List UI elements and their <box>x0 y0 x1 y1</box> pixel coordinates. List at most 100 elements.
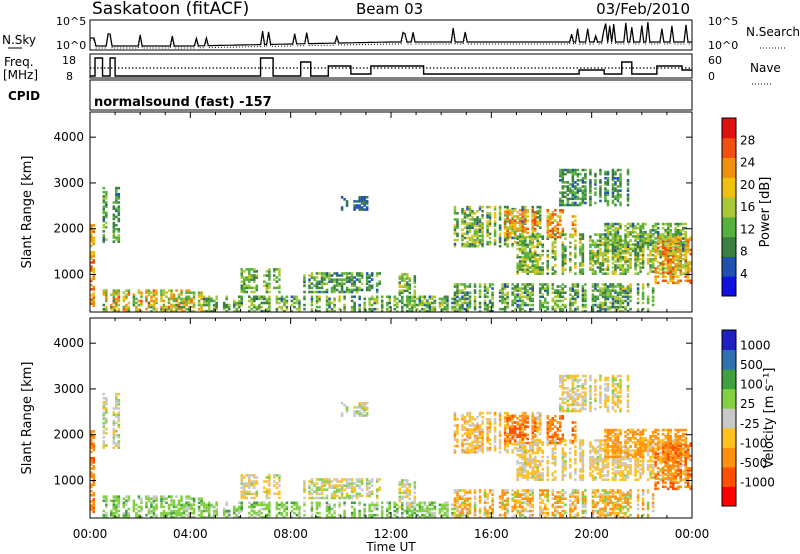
power-cell <box>551 268 555 271</box>
power-cell <box>152 303 156 307</box>
power-cell <box>491 309 494 313</box>
power-colorbar-swatch <box>722 197 736 218</box>
power-cell <box>132 303 136 307</box>
power-cell <box>498 216 502 219</box>
power-cell <box>591 289 595 292</box>
velocity-cell <box>365 488 369 492</box>
power-cell <box>671 279 675 283</box>
velocity-cell <box>355 406 359 409</box>
power-cell <box>551 249 555 253</box>
power-cell <box>478 218 482 221</box>
power-cell <box>533 237 537 240</box>
velocity-cell <box>471 432 474 435</box>
power-cell <box>609 226 612 230</box>
velocity-cell <box>456 424 459 427</box>
power-cell <box>601 272 605 275</box>
power-cell <box>604 297 607 301</box>
power-cell <box>102 289 106 292</box>
power-cell <box>308 284 311 288</box>
velocity-cell <box>323 480 326 483</box>
power-cell <box>478 230 482 234</box>
velocity-cell <box>478 446 482 450</box>
power-cell <box>616 258 620 261</box>
velocity-cell <box>478 434 482 438</box>
velocity-cell <box>90 434 93 437</box>
velocity-cell <box>112 507 116 511</box>
power-cell <box>654 258 657 262</box>
power-cell <box>115 238 118 241</box>
power-cell <box>498 214 502 217</box>
velocity-cell <box>411 513 414 517</box>
power-cell <box>486 303 489 307</box>
power-cell <box>681 258 685 261</box>
velocity-cell <box>152 499 156 503</box>
power-cell <box>248 309 251 313</box>
power-cell <box>679 228 682 232</box>
power-cell <box>523 249 527 253</box>
velocity-cell <box>478 411 482 415</box>
power-cell <box>606 222 610 226</box>
power-cell <box>666 256 670 260</box>
power-cell <box>681 222 685 226</box>
power-cell <box>463 212 467 215</box>
velocity-cell <box>353 513 356 517</box>
velocity-cell <box>92 434 96 437</box>
power-cell <box>461 289 464 292</box>
velocity-cell <box>197 501 201 505</box>
power-cell <box>561 268 565 271</box>
power-cell <box>385 301 389 305</box>
nsky-panel: N.Sky 10^5 10^0 10^5 10^0 N.Search <box>2 15 800 52</box>
power-cell <box>370 309 374 313</box>
power-cell <box>112 217 116 221</box>
power-cell <box>147 293 151 297</box>
power-cell <box>671 281 675 285</box>
velocity-cell <box>398 491 402 495</box>
velocity-cell <box>225 501 228 505</box>
velocity-cell <box>486 418 489 421</box>
velocity-cell <box>187 497 191 500</box>
power-cell <box>506 236 509 240</box>
power-cell <box>579 270 582 273</box>
velocity-cell <box>453 438 457 442</box>
velocity-cell <box>355 496 359 500</box>
power-cell <box>310 272 314 275</box>
velocity-cell <box>328 503 331 507</box>
velocity-cell <box>481 440 484 444</box>
power-cell <box>559 197 562 201</box>
velocity-cell <box>160 511 163 515</box>
power-cell <box>373 307 376 311</box>
power-cell <box>571 223 575 226</box>
velocity-cell <box>172 503 176 507</box>
power-cell <box>536 239 539 243</box>
power-cell <box>192 291 196 294</box>
velocity-cell <box>255 494 259 498</box>
velocity-cell <box>92 504 96 507</box>
velocity-cell <box>413 505 417 509</box>
power-cell <box>112 305 116 309</box>
power-cell <box>589 195 592 199</box>
velocity-cell <box>112 419 116 423</box>
power-cell <box>604 287 607 290</box>
power-cell <box>243 284 246 288</box>
power-cell <box>180 307 183 311</box>
power-cell <box>629 295 632 299</box>
velocity-cell <box>265 488 269 492</box>
power-cell <box>599 199 602 203</box>
power-cell <box>433 309 437 313</box>
velocity-cell <box>498 444 502 448</box>
power-cell <box>659 253 662 257</box>
velocity-cell <box>102 497 106 500</box>
velocity-cell <box>197 509 201 513</box>
power-cell <box>253 268 256 271</box>
power-cell <box>135 309 138 313</box>
power-cell <box>594 262 597 265</box>
velocity-cell <box>360 401 364 405</box>
velocity-cell <box>175 505 178 509</box>
velocity-cell <box>232 507 236 511</box>
power-cell <box>461 244 464 248</box>
power-cell <box>641 287 645 290</box>
velocity-cell <box>125 495 128 498</box>
power-cell <box>621 239 625 243</box>
power-cell <box>453 297 457 301</box>
power-cell <box>333 299 336 303</box>
